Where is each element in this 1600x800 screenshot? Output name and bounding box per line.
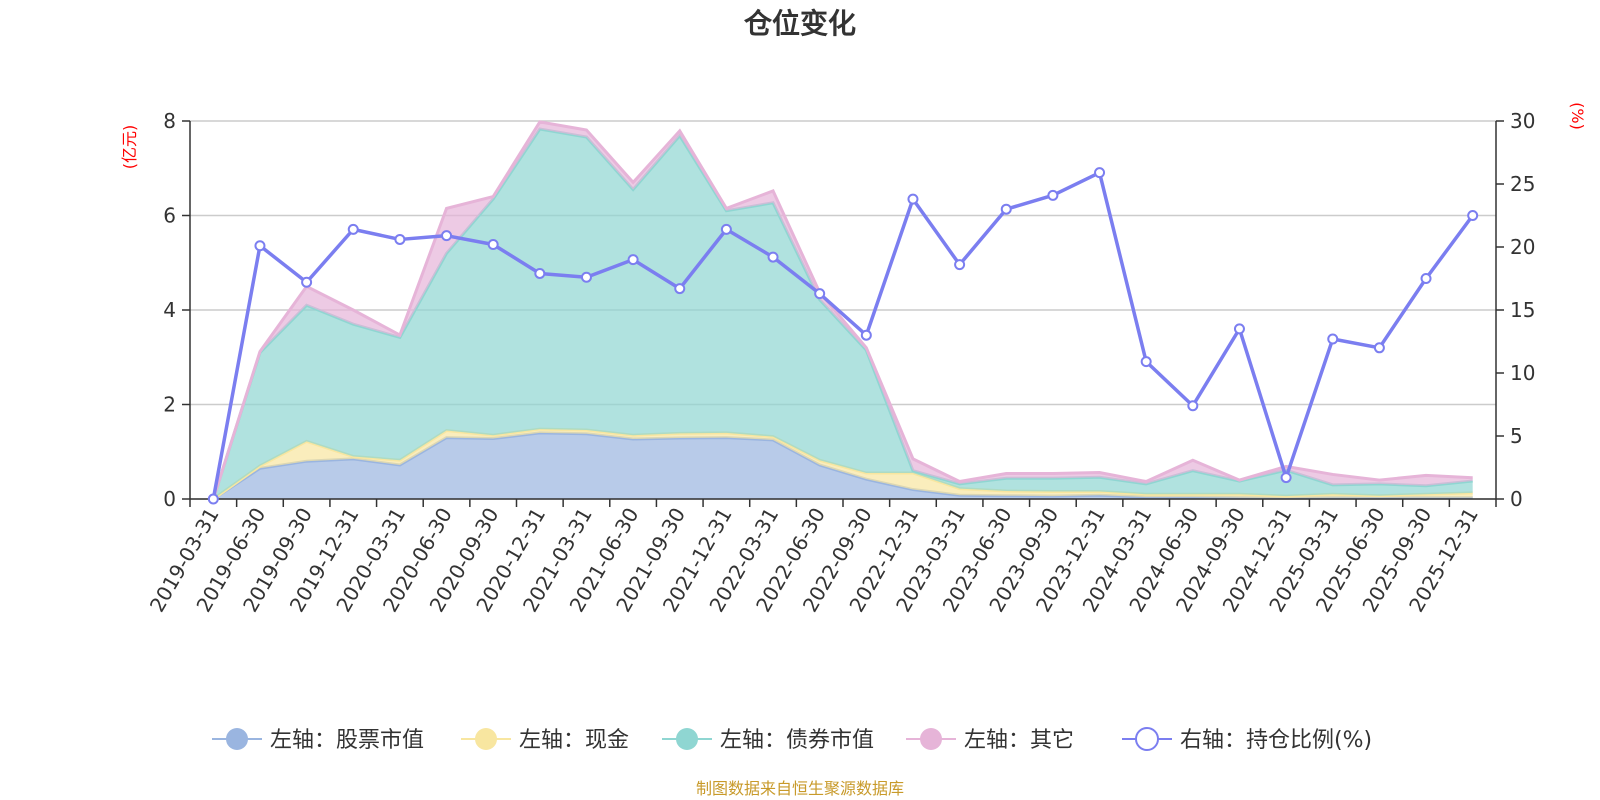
legend-label: 左轴：现金: [519, 728, 629, 753]
legend-swatch-marker: [1135, 727, 1159, 751]
y-left-tick-label: 0: [163, 487, 176, 511]
ratio-point: [1047, 189, 1059, 201]
y-right-tick-label: 25: [1510, 172, 1535, 196]
ratio-point: [907, 193, 919, 205]
y-left-tick-label: 4: [163, 298, 176, 322]
y-right-tick-label: 30: [1510, 109, 1535, 133]
right-axis-unit: (%): [1568, 102, 1587, 130]
ratio-point: [347, 223, 359, 235]
ratio-point: [1140, 356, 1152, 368]
legend-label: 右轴：持仓比例(%): [1180, 728, 1372, 753]
y-right-tick-label: 15: [1510, 298, 1535, 322]
chart-title: 仓位变化: [744, 7, 856, 40]
legend-swatch-marker: [676, 728, 698, 750]
ratio-point: [1094, 167, 1106, 179]
ratio-point: [441, 230, 453, 242]
ratio-point: [674, 283, 686, 295]
y-right-tick-label: 5: [1510, 424, 1523, 448]
ratio-point: [207, 493, 219, 505]
y-right-tick-label: 10: [1510, 361, 1535, 385]
ratio-point: [1327, 333, 1339, 345]
ratio-point: [1373, 342, 1385, 354]
area-line-4: [211, 120, 1473, 500]
legend-swatch-marker: [226, 728, 248, 750]
y-right-tick-label: 0: [1510, 487, 1523, 511]
area-1: [213, 432, 1473, 499]
y-right-tick-label: 20: [1510, 235, 1535, 259]
ratio-point: [301, 276, 313, 288]
ratio-point: [1280, 472, 1292, 484]
ratio-line-series: [207, 167, 1479, 505]
ratio-point: [1000, 203, 1012, 215]
ratio-point: [720, 223, 732, 235]
ratio-point: [1187, 400, 1199, 412]
y-left-tick-label: 6: [163, 204, 176, 228]
legend-label: 左轴：债券市值: [720, 728, 874, 753]
ratio-line: [211, 170, 1475, 500]
ratio-point: [487, 238, 499, 250]
y-left-tick-label: 2: [163, 393, 176, 417]
ratio-point: [254, 240, 266, 252]
ratio-point: [394, 233, 406, 245]
ratio-point: [767, 251, 779, 263]
ratio-point: [580, 271, 592, 283]
legend-swatch-marker: [920, 728, 942, 750]
ratio-point: [627, 254, 639, 266]
y-left-tick-label: 8: [163, 109, 176, 133]
ratio-point: [1467, 210, 1479, 221]
ratio-point: [814, 288, 826, 300]
legend-label: 左轴：其它: [964, 728, 1074, 753]
ratio-point: [1233, 323, 1245, 335]
area-series: [211, 120, 1473, 501]
ratio-point: [534, 267, 546, 279]
ratio-point: [1420, 273, 1432, 284]
left-axis-unit: (亿元): [120, 125, 139, 170]
source-note: 制图数据来自恒生聚源数据库: [696, 779, 904, 798]
legend: 左轴：股票市值 左轴：现金 左轴：债券市值 左轴：其它 右轴：持仓比例(%): [212, 727, 1372, 753]
area-3: [213, 129, 1473, 499]
ratio-point: [954, 259, 966, 271]
legend-label: 左轴：股票市值: [270, 728, 424, 753]
ratio-point: [860, 329, 872, 341]
legend-swatch-marker: [475, 728, 497, 750]
